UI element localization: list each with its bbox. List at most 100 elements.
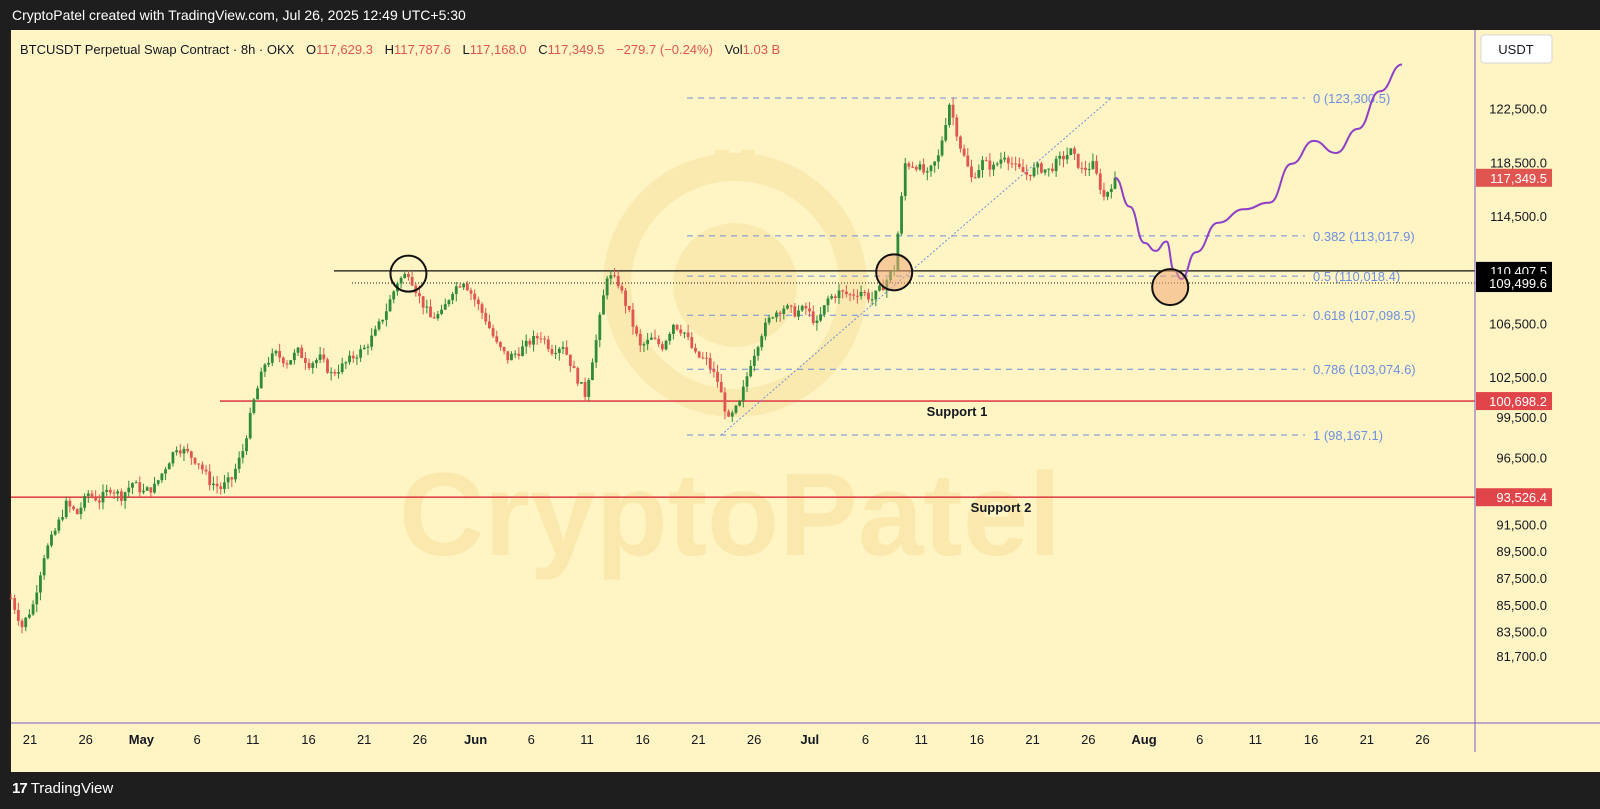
candle-body [546, 339, 550, 350]
candle-body [72, 506, 75, 510]
candle-body [57, 519, 61, 531]
candle-body [966, 155, 970, 167]
time-axis-labels: 21 26 May 6 11 16 21 26 Jun 6 11 16 21 26 Jul 6 11 16 21 26… [23, 732, 1430, 747]
currency-button[interactable] [1480, 34, 1553, 64]
candle-body [1003, 157, 1006, 160]
ohlc-legend: BTCUSDT Perpetual Swap Contract · 8h · O… [20, 42, 780, 57]
candle-body [35, 592, 39, 605]
candle-body [156, 480, 160, 484]
x-tick-label: 26 [747, 732, 761, 747]
candle-body [318, 354, 322, 360]
candle-body [708, 358, 712, 369]
candle-body [620, 286, 624, 291]
overlays[interactable] [389, 63, 1403, 307]
candle-body [432, 317, 436, 319]
candle-body [337, 372, 340, 374]
candle-body [112, 492, 116, 494]
price-tag-label: 109,499.6 [1489, 276, 1547, 291]
candle-body [1113, 177, 1117, 189]
candle-body [197, 463, 201, 465]
x-tick-label: 26 [413, 732, 427, 747]
x-tick-label: 11 [580, 732, 594, 747]
x-tick-label: 6 [528, 732, 535, 747]
candle-body [841, 290, 845, 292]
fib-label: 0.786 (103,074.6) [1313, 362, 1416, 377]
candle-body [193, 457, 197, 464]
candle-body [683, 332, 686, 334]
candle-body [491, 328, 495, 337]
candle-body [1006, 157, 1010, 164]
fibonacci-levels[interactable]: 0 (123,300.5) 0.382 (113,017.9) 0.5 (110,0… [687, 91, 1416, 443]
candle-body [278, 351, 282, 358]
candle-body [421, 296, 425, 308]
candle-body [789, 305, 793, 307]
candle-body [808, 308, 811, 312]
candle-body [697, 351, 701, 358]
candle-body [925, 171, 929, 173]
candle-body [1109, 188, 1113, 193]
candles [9, 97, 1117, 634]
candle-body [344, 362, 348, 364]
candle-body [39, 575, 42, 593]
candle-body [97, 500, 101, 503]
candle-body [1040, 163, 1043, 173]
x-tick-label: 26 [1081, 732, 1095, 747]
candle-body [738, 400, 742, 406]
tradingview-logo[interactable]: 17 TradingView [12, 780, 113, 797]
candle-body [557, 348, 561, 353]
candle-body [134, 482, 138, 484]
candle-body [270, 353, 274, 363]
candle-body [340, 363, 344, 373]
candle-body [550, 349, 554, 354]
candle-body [462, 283, 466, 288]
candle-body [856, 295, 859, 297]
candle-body [480, 304, 484, 313]
y-tick-label: 85,500.0 [1496, 598, 1547, 613]
candle-body [153, 483, 156, 493]
candle-body [425, 306, 429, 308]
candle-body [649, 337, 653, 340]
candle-body [723, 392, 727, 412]
candle-body [241, 451, 245, 458]
candle-body [1058, 155, 1062, 159]
candle-body [329, 372, 333, 374]
candle-body [576, 368, 580, 384]
x-tick-label: 11 [1249, 732, 1263, 747]
candle-body [403, 273, 407, 278]
candle-body [300, 347, 304, 359]
price-tag-label: 100,698.2 [1489, 394, 1547, 409]
candle-body [852, 294, 856, 296]
candle-body [502, 347, 506, 352]
candle-body [167, 463, 171, 470]
volume-value: 1.03 B [743, 42, 781, 57]
candle-body [322, 354, 326, 360]
candle-body [948, 104, 951, 125]
horizontal-lines[interactable]: Support 1 Support 2 [11, 97, 1475, 515]
candle-body [951, 104, 955, 118]
x-tick-label: 21 [23, 732, 37, 747]
candle-body [734, 405, 738, 413]
candle-body [646, 339, 650, 345]
x-tick-label: 6 [862, 732, 869, 747]
projection-curve [1114, 63, 1403, 281]
candle-body [256, 388, 259, 400]
candle-body [377, 321, 381, 330]
candle-body [929, 165, 933, 172]
candle-body [561, 347, 565, 349]
candle-body [539, 338, 543, 340]
candle-body [75, 509, 79, 515]
candle-body [289, 360, 293, 365]
candle-body [200, 464, 204, 470]
candle-body [105, 489, 109, 492]
candle-body [189, 451, 193, 458]
candle-body [786, 305, 789, 309]
x-tick-label: Jun [464, 732, 487, 747]
candle-body [68, 500, 72, 507]
candle-body [1091, 161, 1095, 170]
candle-body [844, 291, 848, 295]
candle-body [764, 322, 767, 337]
y-tick-label: 114,500.0 [1490, 209, 1547, 224]
price-axis[interactable] [1475, 30, 1600, 723]
candle-body [42, 558, 46, 576]
